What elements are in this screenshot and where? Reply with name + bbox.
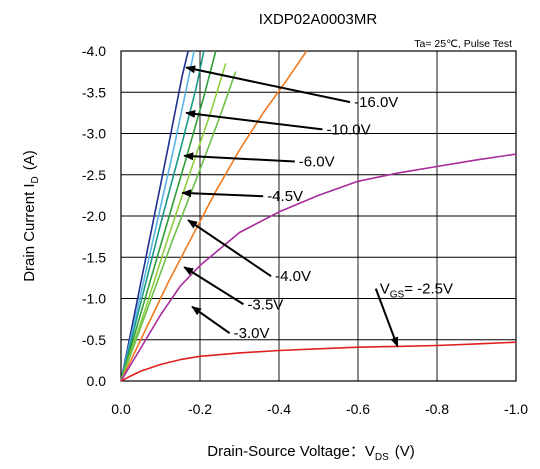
test-condition: Ta= 25℃, Pulse Test bbox=[414, 38, 512, 50]
x-tick-label: -0.8 bbox=[425, 401, 449, 417]
curve-label: -10.0V bbox=[326, 121, 370, 138]
series-line bbox=[120, 50, 217, 382]
x-axis-label: Drain-Source Voltage：VDS (V) bbox=[207, 443, 415, 463]
series-line bbox=[120, 50, 195, 382]
curve-label: -4.0V bbox=[275, 268, 311, 285]
plot-area-frame bbox=[120, 50, 517, 382]
x-tick-label: -0.2 bbox=[188, 401, 212, 417]
series-line bbox=[120, 50, 308, 382]
y-tick-label: -4.0 bbox=[82, 43, 106, 59]
x-tick-label: 0.0 bbox=[111, 401, 131, 417]
curve-annotations: -16.0V -10.0V -6.0V -4.5V -4.0V -3.5V -3.0V VGS… bbox=[181, 65, 453, 348]
grid bbox=[121, 51, 516, 381]
annotation-arrow bbox=[187, 219, 272, 278]
series-line bbox=[120, 50, 205, 382]
annotation-arrow bbox=[183, 152, 295, 163]
series-line bbox=[120, 153, 517, 382]
x-tick-label: -0.6 bbox=[346, 401, 370, 417]
x-axis-ticks: 0.0 -0.2 -0.4 -0.6 -0.8 -1.0 bbox=[111, 401, 528, 417]
curve-label: -3.5V bbox=[247, 296, 283, 313]
annotation-arrow bbox=[181, 189, 264, 198]
y-tick-label: -2.0 bbox=[82, 208, 106, 224]
curves bbox=[120, 50, 517, 382]
curve-label: VGS= -2.5V bbox=[380, 281, 453, 301]
x-tick-label: -0.4 bbox=[267, 401, 291, 417]
annotation-arrow bbox=[185, 109, 323, 131]
y-tick-label: -1.0 bbox=[82, 291, 106, 307]
y-axis-ticks: 0.0 -0.5 -1.0 -1.5 -2.0 -2.5 -3.0 -3.5 -4.0 bbox=[82, 43, 106, 389]
y-tick-label: 0.0 bbox=[87, 373, 107, 389]
annotation-arrow bbox=[374, 288, 399, 348]
series-line bbox=[120, 341, 517, 382]
annotation-arrow bbox=[183, 266, 244, 306]
curve-label: -6.0V bbox=[299, 154, 335, 171]
series-line bbox=[120, 63, 227, 382]
y-tick-label: -0.5 bbox=[82, 332, 106, 348]
annotation-arrow bbox=[185, 65, 351, 104]
curve-label: -3.0V bbox=[234, 325, 270, 342]
y-axis-label: Drain Current ID(A) bbox=[21, 150, 41, 282]
curve-label: -16.0V bbox=[354, 94, 398, 111]
y-tick-label: -3.5 bbox=[82, 84, 106, 100]
x-tick-label: -1.0 bbox=[504, 401, 528, 417]
series-line bbox=[120, 50, 189, 382]
series-line bbox=[120, 71, 237, 382]
y-tick-label: -1.5 bbox=[82, 249, 106, 265]
annotation-arrow bbox=[191, 305, 231, 334]
curve-label: -4.5V bbox=[267, 188, 303, 205]
y-tick-label: -3.0 bbox=[82, 126, 106, 142]
y-tick-label: -2.5 bbox=[82, 167, 106, 183]
chart-title: IXDP02A0003MR bbox=[259, 11, 378, 28]
